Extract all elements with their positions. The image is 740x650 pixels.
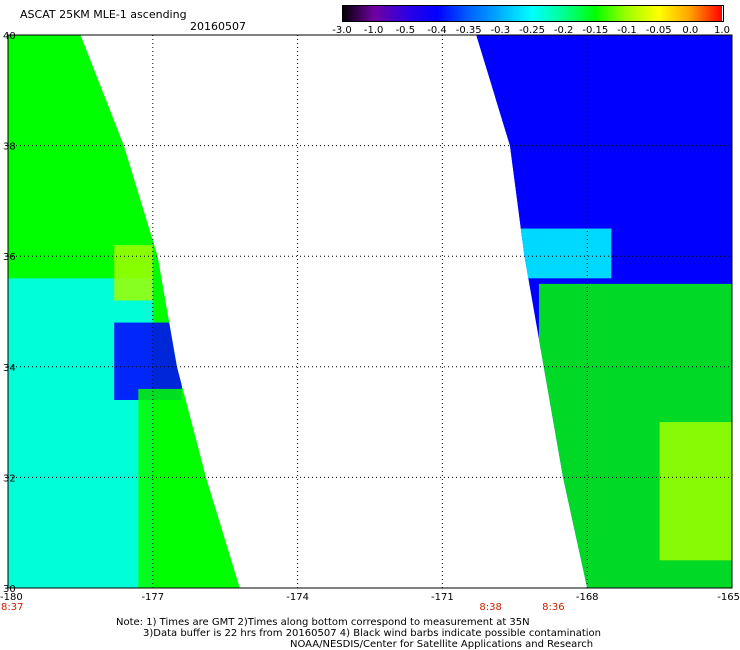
colorbar-tick-label: -0.1 <box>617 25 637 36</box>
colorbar-segment <box>563 5 596 21</box>
x-tick-label: -177 <box>141 592 164 603</box>
y-tick-label: 30 <box>3 584 16 595</box>
y-tick-label: 40 <box>3 31 16 42</box>
swath-region <box>659 422 732 561</box>
colorbar-tick-label: -1.0 <box>363 25 384 36</box>
colorbar-tick-label: -0.4 <box>427 25 447 36</box>
x-tick-label: -165 <box>717 592 740 603</box>
colorbar-tick-label: 1.0 <box>714 25 730 36</box>
swath-1-cells <box>8 35 240 588</box>
colorbar-segment <box>595 5 628 21</box>
colorbar-tick-label: -0.2 <box>553 25 574 36</box>
colorbar-segment <box>468 5 501 21</box>
colorbar-tick-label: -0.5 <box>395 25 416 36</box>
y-tick-label: 34 <box>3 363 16 374</box>
swath-region <box>114 322 182 400</box>
colorbar-segment <box>437 5 470 21</box>
footer-note-line2: 3)Data buffer is 22 hrs from 20160507 4)… <box>143 628 601 639</box>
x-tick-label: -168 <box>576 592 599 603</box>
footer-credit: NOAA/NESDIS/Center for Satellite Applica… <box>290 639 594 650</box>
colorbar-segment <box>342 5 375 21</box>
x-tick-label: -174 <box>286 592 309 603</box>
time-label: 8:38 <box>479 602 501 613</box>
swath-region <box>495 35 675 240</box>
colorbar-tick-label: -0.35 <box>455 25 482 36</box>
x-tick-label: -180 <box>0 592 23 603</box>
colorbar-border <box>342 5 724 22</box>
y-tick-label: 38 <box>3 142 16 153</box>
y-tick-label: 36 <box>3 252 16 263</box>
colorbar-tick-label: -0.3 <box>490 25 511 36</box>
colorbar-segment <box>532 5 565 21</box>
swath-region <box>674 35 732 130</box>
footer-note-line1: Note: 1) Times are GMT 2)Times along bot… <box>116 617 530 628</box>
colorbar-tick-label: -0.15 <box>582 25 609 36</box>
colorbar-segment <box>373 5 406 21</box>
x-tick-label: -171 <box>431 592 454 603</box>
swath-region <box>138 388 240 588</box>
colorbar-segment <box>658 5 691 21</box>
chart-date: 20160507 <box>190 20 246 33</box>
swath-region <box>8 35 115 279</box>
swath-2-cells <box>495 35 732 588</box>
time-label: 8:36 <box>542 602 564 613</box>
time-label: 8:37 <box>1 602 23 613</box>
colorbar-tick-label: 0.0 <box>682 25 699 36</box>
colorbar-tick-label: -3.0 <box>332 25 352 36</box>
chart-title: ASCAT 25KM MLE-1 ascending <box>20 8 187 21</box>
plot-frame <box>7 34 733 589</box>
swath-region <box>114 245 153 301</box>
colorbar-tick-label: -0.25 <box>519 25 545 36</box>
y-tick-label: 32 <box>3 473 16 484</box>
colorbar-segment <box>627 5 660 21</box>
colorbar-tick-label: -0.05 <box>645 25 672 36</box>
colorbar-segment <box>500 5 533 21</box>
colorbar-segment <box>690 5 723 21</box>
swath-region <box>514 228 612 279</box>
colorbar-segment <box>405 5 438 21</box>
